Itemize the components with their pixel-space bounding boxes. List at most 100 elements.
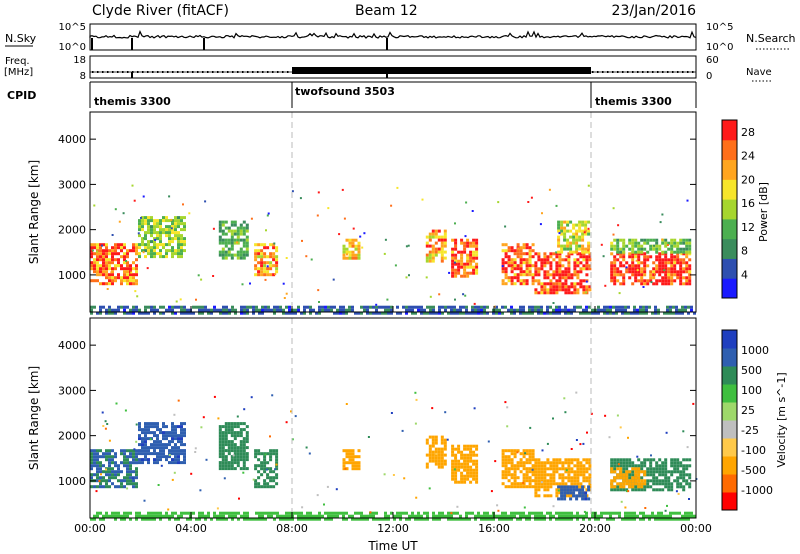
data-cell	[263, 252, 267, 256]
data-cell	[584, 226, 588, 230]
data-cell	[587, 497, 591, 501]
data-cell	[676, 461, 680, 465]
data-cell	[237, 517, 240, 521]
data-cell	[153, 452, 156, 456]
data-cell	[670, 270, 674, 274]
data-cell	[616, 241, 620, 245]
data-cell	[243, 511, 246, 515]
data-cell	[210, 517, 213, 521]
data-cell	[303, 514, 306, 518]
data-cell	[435, 517, 438, 521]
data-cell	[451, 268, 455, 272]
data-cell	[129, 249, 132, 253]
data-cell	[513, 479, 517, 483]
data-cell	[543, 476, 547, 480]
data-cell	[573, 267, 577, 271]
data-cell	[673, 264, 677, 268]
data-cell	[453, 517, 456, 521]
data-cell	[132, 243, 135, 247]
data-cell	[531, 452, 535, 456]
data-cell	[318, 517, 321, 521]
data-cell	[466, 474, 470, 478]
data-cell	[688, 238, 692, 242]
data-cell	[572, 235, 576, 239]
data-cell	[230, 428, 234, 432]
data-cell	[582, 514, 585, 518]
data-cell	[584, 250, 588, 254]
data-cell	[585, 261, 589, 265]
data-cell	[688, 485, 692, 489]
data-cell	[375, 305, 378, 309]
data-cell	[576, 264, 580, 268]
data-cell	[557, 226, 561, 230]
data-cell	[666, 514, 669, 518]
data-cell	[572, 241, 576, 245]
data-cell	[168, 434, 171, 438]
data-cell	[245, 446, 249, 450]
data-cell	[575, 494, 579, 498]
data-cell	[570, 482, 574, 486]
data-cell	[528, 458, 532, 462]
data-cell	[616, 238, 620, 242]
data-cell	[579, 443, 582, 446]
data-cell	[563, 494, 567, 498]
data-cell	[153, 231, 156, 235]
data-cell	[579, 252, 583, 256]
data-cell	[126, 487, 129, 490]
data-cell	[402, 305, 405, 309]
data-cell	[221, 452, 225, 456]
data-cell	[257, 261, 261, 265]
data-cell	[437, 450, 441, 454]
data-cell	[475, 262, 479, 266]
data-cell	[497, 201, 500, 204]
data-cell	[681, 308, 684, 312]
data-cell	[357, 244, 361, 248]
data-cell	[180, 511, 183, 515]
data-cell	[573, 476, 577, 480]
nsky-strip: N.Sky 10^5 10^0 10^5 10^0 N.Search	[5, 22, 796, 53]
data-cell	[134, 290, 137, 293]
data-cell	[566, 223, 570, 227]
data-cell	[657, 514, 660, 518]
data-cell	[525, 279, 529, 283]
data-cell	[96, 243, 99, 247]
data-cell	[616, 252, 620, 256]
data-cell	[450, 311, 453, 315]
data-cell	[634, 255, 638, 259]
data-cell	[516, 252, 520, 256]
data-cell	[135, 308, 138, 312]
data-cell	[345, 517, 348, 521]
data-cell	[354, 467, 358, 471]
data-cell	[619, 247, 623, 251]
data-cell	[475, 453, 479, 457]
data-cell	[630, 511, 633, 515]
data-cell	[613, 261, 617, 265]
data-cell	[221, 220, 225, 224]
data-cell	[236, 431, 240, 435]
data-cell	[597, 311, 600, 315]
data-cell	[233, 422, 237, 426]
data-cell	[600, 514, 603, 518]
data-cell	[165, 514, 168, 518]
data-cell	[135, 449, 138, 453]
data-cell	[108, 476, 111, 480]
data-cell	[227, 428, 231, 432]
data-cell	[466, 477, 470, 481]
data-cell	[582, 473, 586, 477]
data-cell	[213, 308, 216, 312]
data-cell	[275, 267, 279, 271]
data-cell	[242, 452, 246, 456]
data-cell	[201, 514, 204, 518]
data-cell	[245, 455, 249, 459]
data-cell	[99, 511, 102, 515]
data-cell	[275, 464, 279, 468]
data-cell	[99, 305, 102, 309]
data-cell	[150, 234, 153, 238]
data-cell	[351, 458, 355, 462]
data-cell	[375, 308, 378, 312]
data-cell	[324, 308, 327, 312]
data-cell	[162, 219, 165, 223]
data-cell	[434, 450, 438, 454]
data-cell	[670, 470, 674, 474]
data-cell	[569, 485, 573, 489]
